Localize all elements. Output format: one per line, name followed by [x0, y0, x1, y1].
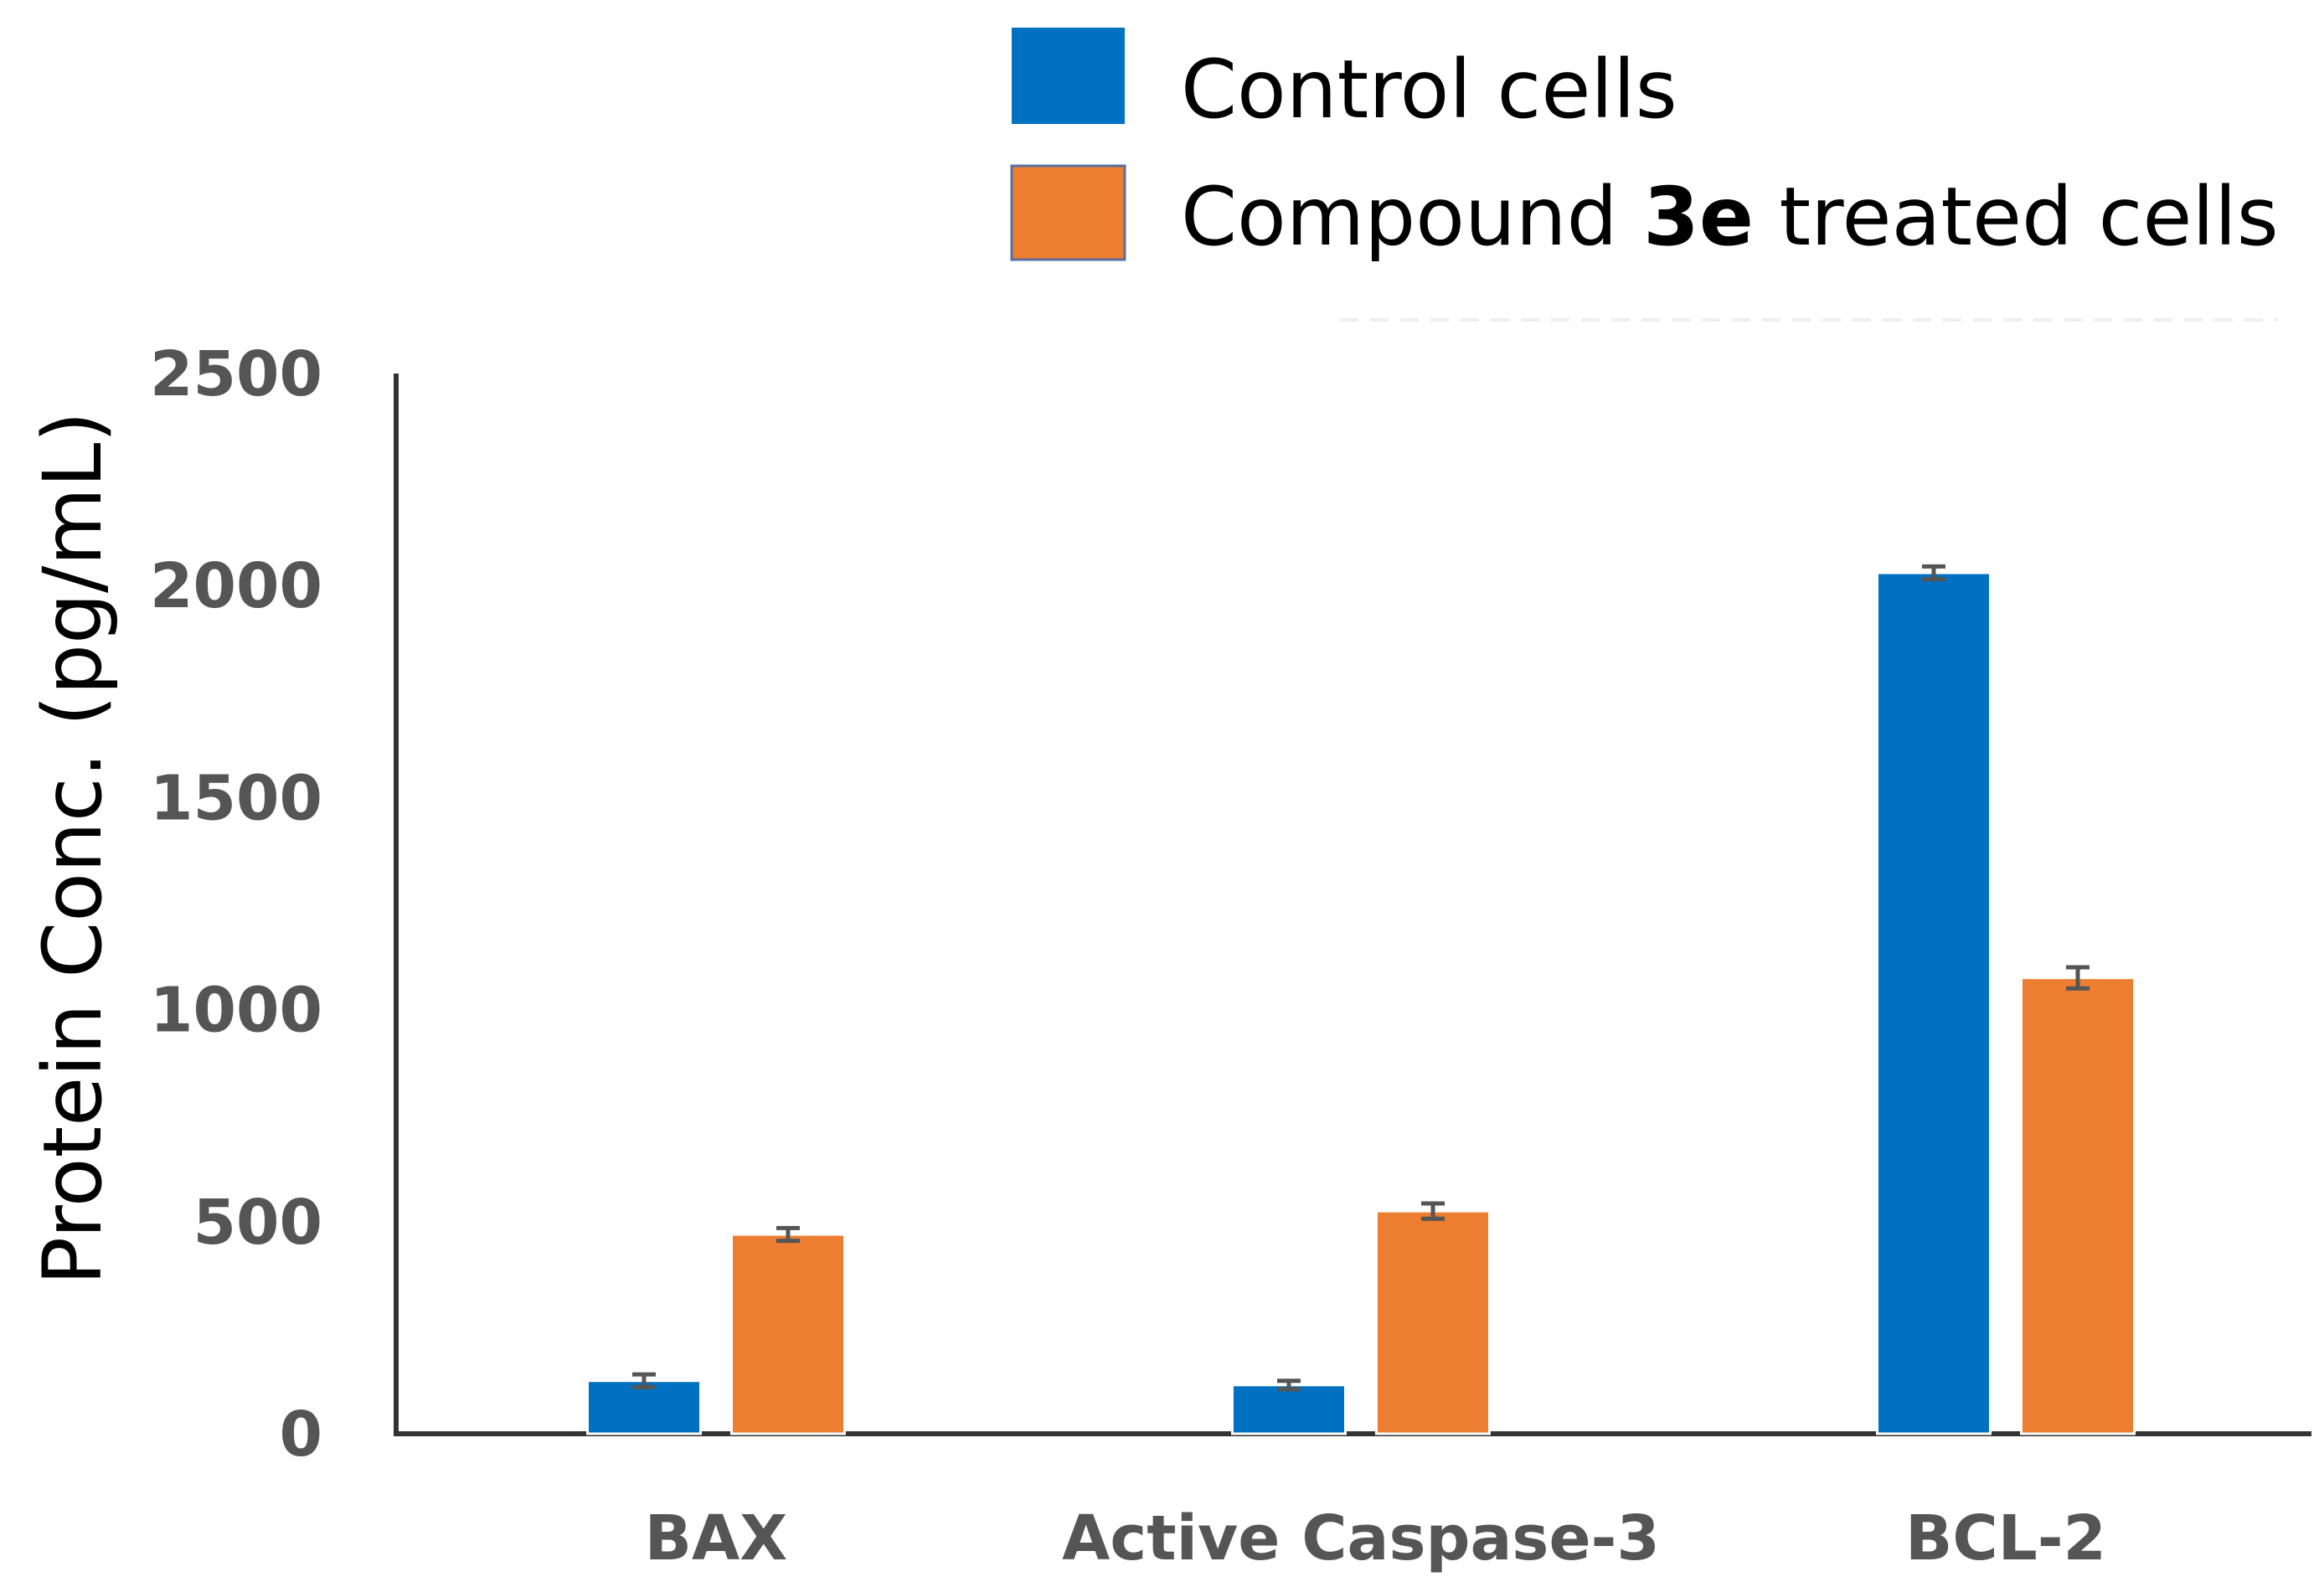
- bar-compound-3e-treated-cells-active-caspase-3: [1375, 1209, 1491, 1435]
- error-bar-control-cells-bax: [632, 1372, 656, 1389]
- x-tick-labels: BAX Active Caspase-3 BCL-2: [645, 1502, 2106, 1574]
- error-bar-compound-3e-treated-cells-bcl-2: [2066, 965, 2090, 991]
- y-tick-label-1000: 1000: [150, 975, 322, 1047]
- error-bar-compound-3e-treated-cells-active-caspase-3: [1421, 1201, 1445, 1221]
- y-tick-label-500: 500: [193, 1187, 322, 1259]
- bar-compound-3e-treated-cells-bcl-2: [2020, 977, 2136, 1435]
- legend-label-treated-part1: Compound: [1181, 170, 1643, 264]
- x-tick-label-bax: BAX: [645, 1502, 788, 1574]
- y-tick-labels: 0 500 1000 1500 2000 2500: [150, 338, 322, 1471]
- legend-label-treated-part3: treated cells: [1754, 170, 2279, 264]
- legend-label-control: Control cells: [1181, 43, 1677, 137]
- legend: Control cells Compound 3e treated cells: [1010, 28, 2279, 264]
- y-tick-label-2000: 2000: [150, 550, 322, 622]
- y-axis-title: Protein Conc. (pg/mL): [26, 411, 120, 1286]
- legend-label-treated-part2: 3e: [1643, 170, 1754, 264]
- bar-control-cells-bax: [586, 1379, 702, 1435]
- error-bar-compound-3e-treated-cells-bax: [776, 1225, 800, 1244]
- y-tick-label-0: 0: [280, 1399, 323, 1471]
- x-tick-label-bcl-2: BCL-2: [1905, 1502, 2106, 1574]
- legend-swatch-control: [1012, 28, 1125, 124]
- error-bars: [632, 564, 2090, 1392]
- legend-swatch-treated: [1010, 164, 1126, 261]
- y-tick-label-2500: 2500: [150, 338, 322, 410]
- bars: [586, 571, 2136, 1435]
- y-tick-label-1500: 1500: [150, 762, 322, 834]
- x-tick-label-active-caspase-3: Active Caspase-3: [1062, 1502, 1660, 1574]
- bar-control-cells-active-caspase-3: [1231, 1384, 1347, 1435]
- bar-compound-3e-treated-cells-bax: [730, 1233, 846, 1435]
- error-bar-control-cells-bcl-2: [1922, 564, 1945, 582]
- bar-control-cells-bcl-2: [1876, 571, 1992, 1435]
- legend-label-treated: Compound 3e treated cells: [1181, 170, 2279, 264]
- error-bar-control-cells-active-caspase-3: [1277, 1378, 1301, 1392]
